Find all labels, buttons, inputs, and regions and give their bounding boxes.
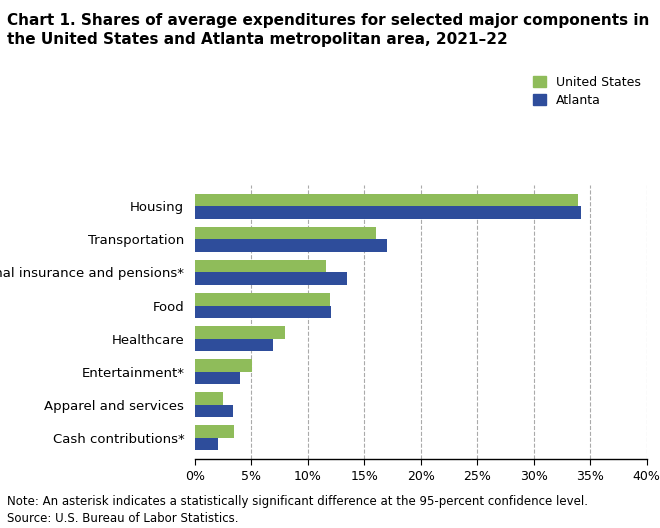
Text: Chart 1. Shares of average expenditures for selected major components in
the Uni: Chart 1. Shares of average expenditures … <box>7 13 649 47</box>
Bar <box>195 392 223 405</box>
Bar <box>195 372 240 384</box>
Text: Note: An asterisk indicates a statistically significant difference at the 95-per: Note: An asterisk indicates a statistica… <box>7 495 587 525</box>
Bar <box>195 227 376 239</box>
Bar <box>195 425 234 438</box>
Bar <box>195 272 347 285</box>
Bar <box>195 206 581 219</box>
Bar <box>195 405 233 417</box>
Bar <box>195 438 218 450</box>
Bar <box>195 326 285 338</box>
Bar <box>195 338 273 351</box>
Bar <box>195 260 326 272</box>
Bar <box>195 194 578 206</box>
Bar <box>195 306 331 318</box>
Bar <box>195 293 330 306</box>
Bar <box>195 239 387 252</box>
Bar <box>195 359 252 372</box>
Legend: United States, Atlanta: United States, Atlanta <box>533 76 641 107</box>
